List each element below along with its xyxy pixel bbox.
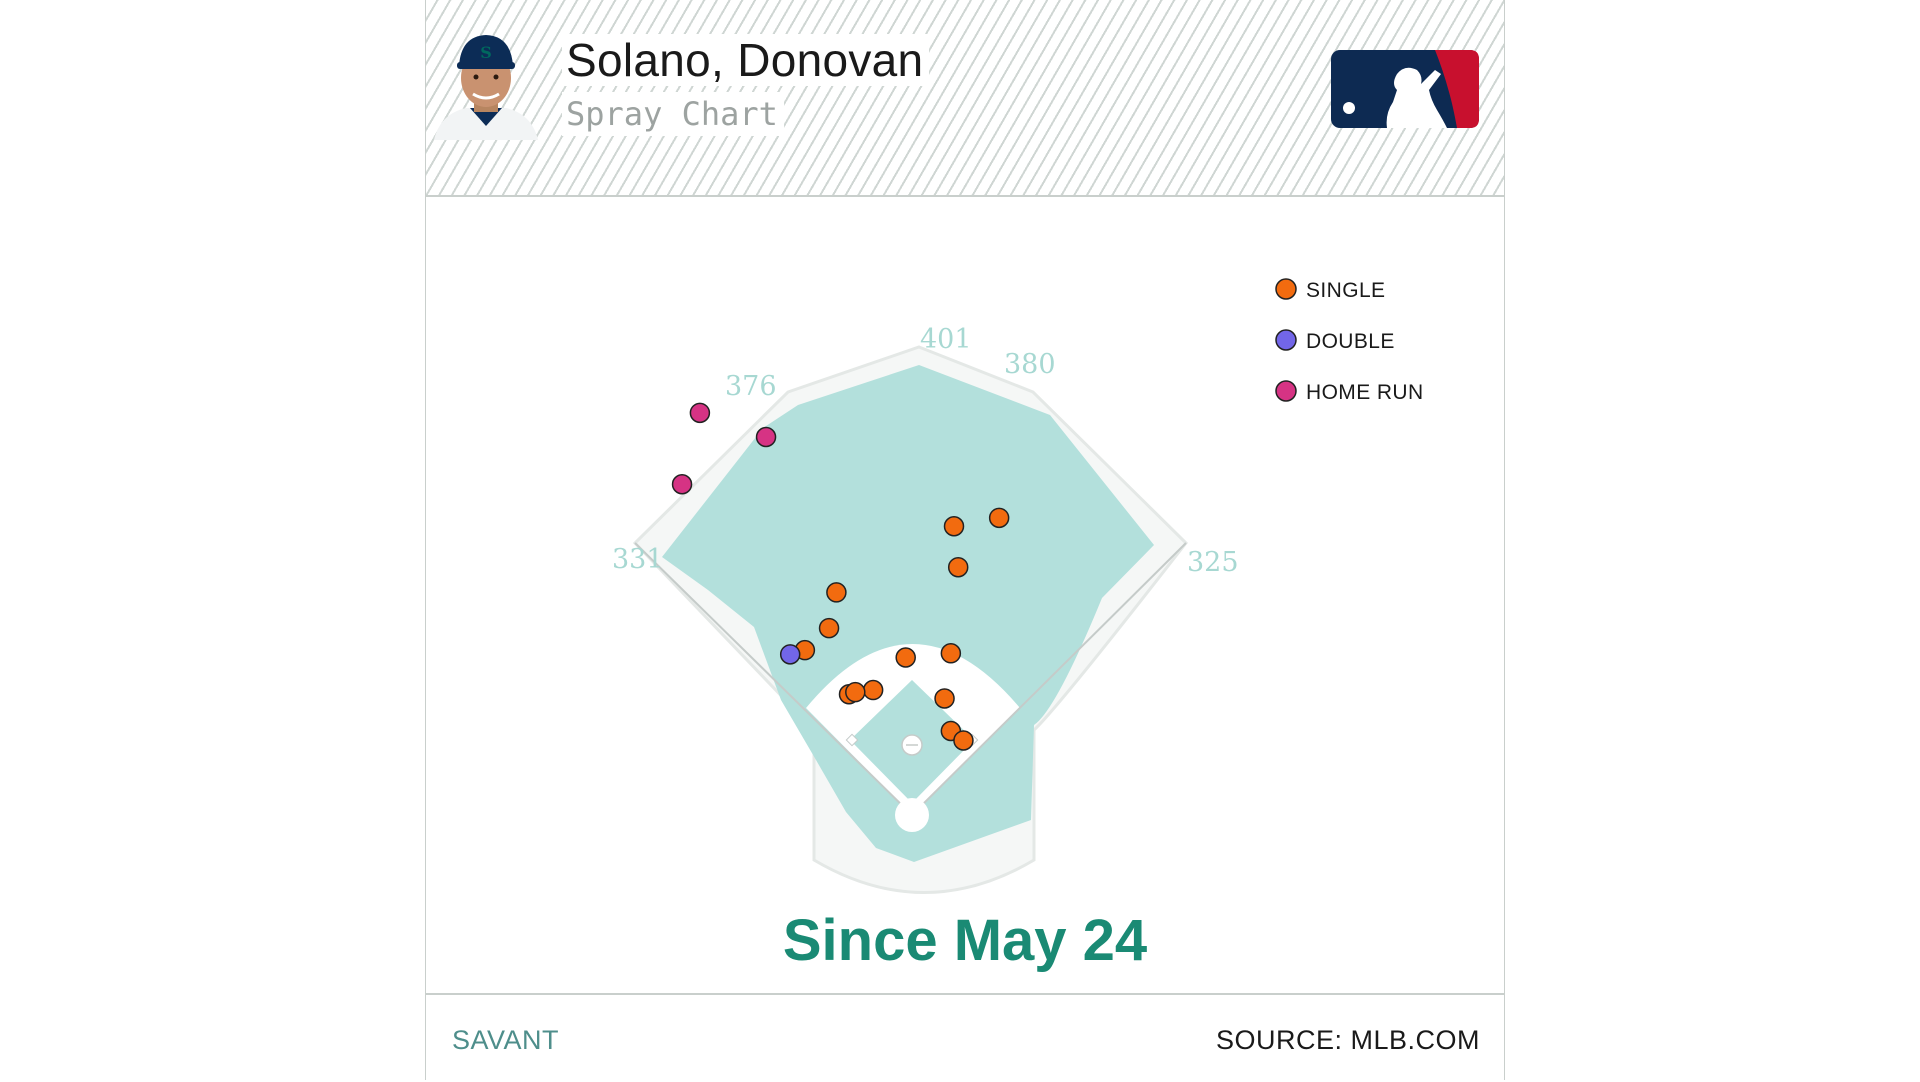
legend-item-home-run: HOME RUN: [1275, 380, 1424, 404]
chart-subtitle: Spray Chart: [562, 92, 784, 136]
legend-marker-single: [1275, 278, 1297, 300]
legend: SINGLE DOUBLE HOME RUN: [1275, 278, 1424, 404]
player-name: Solano, Donovan: [562, 34, 930, 86]
hit-point-single: [953, 730, 974, 751]
hit-point-single: [895, 647, 916, 668]
hit-point-single: [826, 582, 847, 603]
legend-marker-home-run: [1275, 380, 1297, 402]
hit-point-single: [934, 688, 955, 709]
outfield-grass: [662, 365, 1154, 862]
hit-point-home-run: [755, 426, 777, 448]
date-range-caption: Since May 24: [782, 908, 1148, 973]
legend-label-double: DOUBLE: [1306, 330, 1395, 353]
fence-distance-left-center: 376: [725, 371, 777, 402]
fence-distance-left: 331: [612, 544, 664, 575]
hit-point-single: [947, 556, 969, 578]
spray-chart-card: S Solano, Donovan Spray Chart: [425, 0, 1505, 1080]
legend-item-single: SINGLE: [1275, 278, 1385, 302]
fence-distance-right: 325: [1187, 547, 1239, 578]
third-base: [845, 733, 859, 747]
svg-text:S: S: [480, 43, 492, 62]
legend-label-home-run: HOME RUN: [1306, 381, 1424, 404]
hit-point-single: [988, 507, 1010, 529]
hit-point-single: [943, 516, 965, 537]
ballpark-outline: [632, 345, 1189, 894]
home-plate-circle: [895, 798, 929, 832]
hit-point-single: [818, 617, 840, 639]
spray-chart: 331 376 401 380 325 SINGLE DOUBLE HOME R…: [612, 278, 1424, 894]
hit-point-home-run: [689, 402, 711, 424]
legend-item-double: DOUBLE: [1275, 329, 1395, 353]
fence-distance-labels: 331 376 401 380 325: [612, 324, 1239, 578]
header-banner: S Solano, Donovan Spray Chart: [426, 0, 1504, 197]
hit-point-single: [845, 681, 866, 703]
fence-distance-right-center: 380: [1004, 349, 1056, 380]
footer: SAVANT SOURCE: MLB.COM: [426, 993, 1504, 1082]
hit-point-home-run: [671, 474, 693, 495]
legend-label-single: SINGLE: [1306, 279, 1385, 302]
foul-line-left: [634, 542, 913, 816]
source-label: SOURCE: MLB.COM: [1215, 1025, 1480, 1055]
hit-points: [671, 402, 1010, 751]
hit-point-single: [862, 679, 884, 701]
legend-marker-double: [1275, 329, 1297, 351]
fence-distance-center: 401: [920, 324, 972, 355]
savant-link[interactable]: SAVANT: [452, 1025, 560, 1055]
mlb-logo-icon: [1331, 50, 1479, 128]
hit-point-double: [779, 644, 801, 665]
player-headshot-icon: S: [434, 35, 538, 140]
foul-line-right: [911, 542, 1187, 816]
hit-point-single: [940, 643, 962, 664]
